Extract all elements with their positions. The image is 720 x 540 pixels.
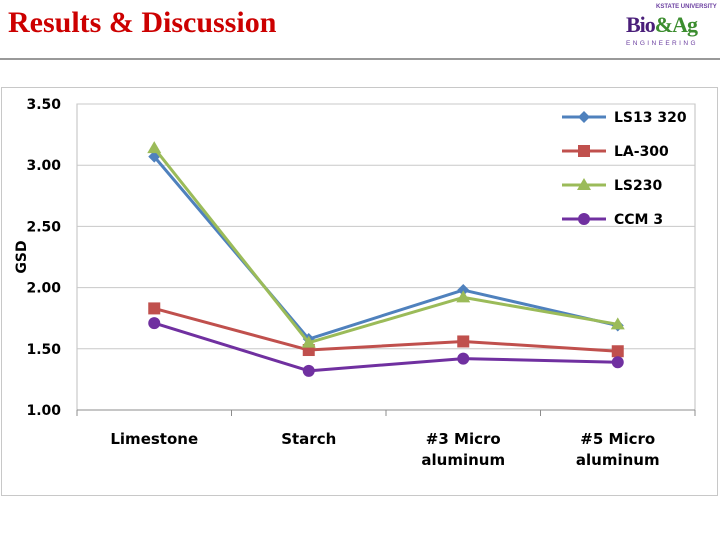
- data-point: [302, 364, 315, 377]
- data-point: [147, 141, 162, 154]
- data-point: [457, 335, 470, 348]
- plot-area: [76, 103, 696, 411]
- y-tick-label: 1.00: [26, 403, 61, 419]
- legend-label: LA-300: [614, 144, 669, 160]
- logo-university-text: KSTATE UNIVERSITY: [656, 4, 717, 10]
- series-line-0: [153, 155, 619, 341]
- x-tick-label: aluminum: [421, 451, 505, 469]
- slide-title: Results & Discussion: [8, 6, 277, 39]
- series-line-2: [153, 147, 619, 345]
- data-point: [611, 345, 624, 358]
- gsd-line-chart: 1.00 1.50 2.00 2.50 3.00 3.50 Limestone Starch #…: [14, 97, 696, 469]
- legend-marker: [578, 111, 590, 123]
- y-tick-label: 3.00: [26, 158, 61, 174]
- y-tick-label: 1.50: [26, 342, 61, 358]
- y-tick-label: 3.50: [26, 97, 61, 113]
- y-axis-label: GSD: [14, 240, 30, 273]
- legend-marker: [577, 178, 591, 190]
- data-point: [148, 302, 161, 315]
- bio-ag-engineering-logo: KSTATE UNIVERSITY Bio&Ag ENGINEERING: [616, 4, 720, 48]
- x-tick-label: aluminum: [576, 451, 660, 469]
- logo-main-text: Bio&Ag: [626, 12, 698, 37]
- data-point: [610, 317, 625, 330]
- data-point: [301, 335, 316, 348]
- x-tick-label: #5 Micro: [580, 430, 655, 448]
- data-point: [457, 352, 470, 365]
- title-divider: [0, 58, 720, 60]
- y-tick-label: 2.50: [26, 219, 61, 235]
- series-line-1: [153, 306, 618, 353]
- x-tick-label: #3 Micro: [426, 430, 501, 448]
- x-tick-label: Starch: [281, 430, 336, 448]
- data-point: [611, 356, 624, 369]
- legend-label: CCM 3: [614, 212, 663, 228]
- legend-marker: [578, 213, 590, 225]
- y-tick-label: 2.00: [26, 281, 61, 297]
- data-point: [457, 284, 470, 297]
- data-point: [148, 317, 161, 330]
- legend-label: LS230: [614, 178, 662, 194]
- data-point: [456, 290, 471, 303]
- x-tick-label: Limestone: [110, 430, 198, 448]
- legend-marker: [578, 145, 590, 157]
- chart-frame: 1.00 1.50 2.00 2.50 3.00 3.50 Limestone Starch #…: [1, 87, 718, 496]
- series-line-3: [153, 321, 618, 373]
- legend-label: LS13 320: [614, 110, 687, 126]
- logo-sub-text: ENGINEERING: [626, 40, 698, 47]
